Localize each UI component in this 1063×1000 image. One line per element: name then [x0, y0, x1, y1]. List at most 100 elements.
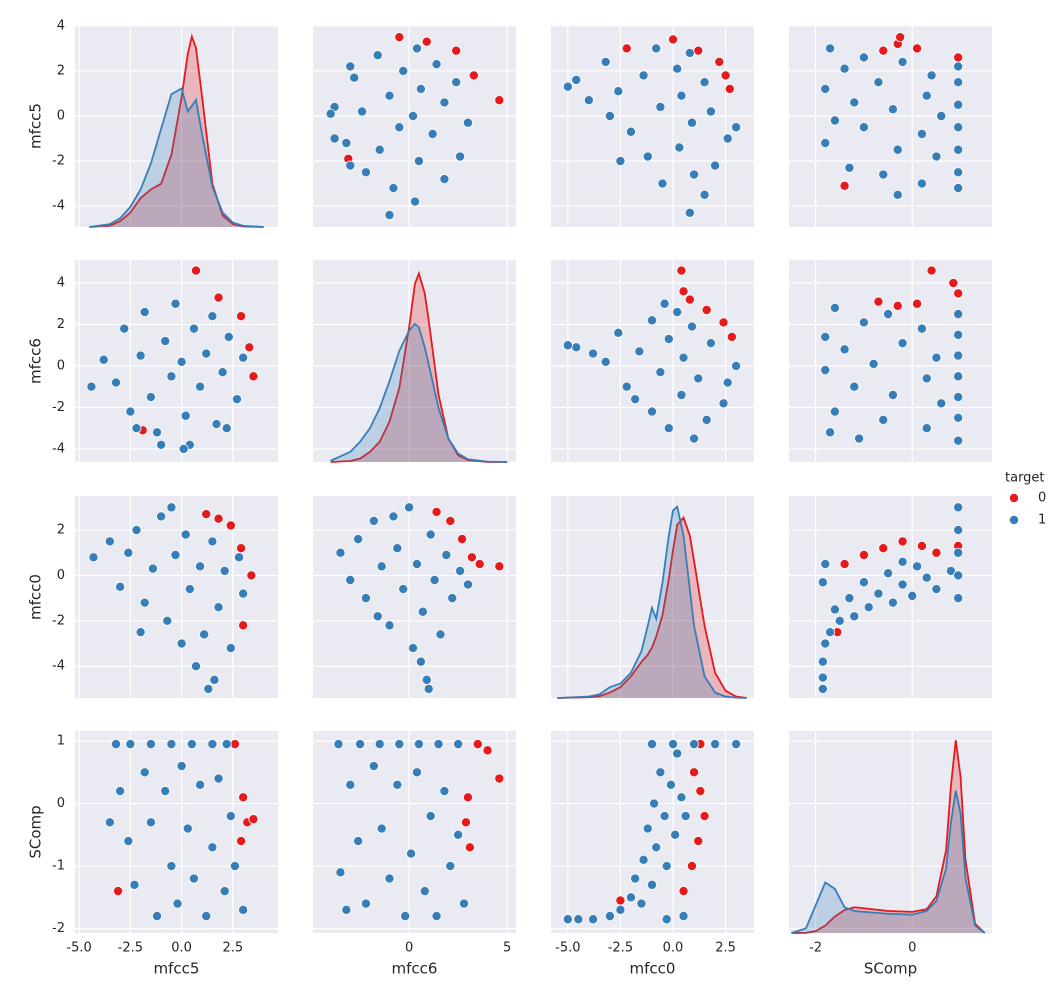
point: [427, 128, 438, 139]
y-tick-label: 0: [57, 796, 65, 811]
point: [213, 773, 224, 784]
point: [384, 210, 395, 221]
point: [178, 443, 189, 454]
point: [182, 823, 193, 834]
point: [705, 106, 716, 117]
y-tick-label: 0: [57, 358, 65, 373]
point: [170, 298, 181, 309]
point: [936, 110, 947, 121]
point: [207, 842, 218, 853]
point: [722, 133, 733, 144]
point: [360, 593, 371, 604]
point: [684, 294, 695, 305]
point: [663, 334, 674, 345]
point: [720, 70, 731, 81]
y-tick-label: 2: [57, 63, 65, 78]
point: [829, 115, 840, 126]
point: [931, 584, 942, 595]
point: [190, 661, 201, 672]
point: [868, 358, 879, 369]
point: [156, 439, 167, 450]
point: [710, 160, 721, 171]
point: [897, 56, 908, 67]
panel: [551, 260, 754, 462]
point: [129, 879, 140, 890]
point: [630, 873, 641, 884]
point: [445, 861, 456, 872]
point: [431, 506, 442, 517]
point: [562, 340, 573, 351]
point: [439, 174, 450, 185]
point: [849, 611, 860, 622]
point: [166, 502, 177, 513]
point: [916, 323, 927, 334]
point: [672, 748, 683, 759]
point: [953, 167, 964, 178]
point: [817, 683, 828, 694]
point: [238, 792, 249, 803]
point: [88, 552, 99, 563]
point: [236, 543, 247, 554]
point: [699, 811, 710, 822]
point: [636, 898, 647, 909]
y-tick-label: 4: [57, 276, 65, 291]
y-tick-label: -4: [52, 659, 65, 674]
point: [353, 836, 364, 847]
panel: [313, 731, 516, 933]
point: [693, 45, 704, 56]
point: [139, 767, 150, 778]
point: [646, 406, 657, 417]
point: [892, 300, 903, 311]
point: [630, 394, 641, 405]
point: [907, 590, 918, 601]
point: [207, 739, 218, 750]
point: [135, 627, 146, 638]
point: [678, 352, 689, 363]
point: [825, 427, 836, 438]
point: [223, 331, 234, 342]
point: [384, 620, 395, 631]
point: [111, 739, 122, 750]
point: [234, 552, 245, 563]
y-tick-label: -2: [52, 154, 65, 169]
y-tick-label: 2: [57, 317, 65, 332]
point: [406, 848, 417, 859]
y-tick-label: -1: [52, 859, 65, 874]
point: [897, 556, 908, 567]
point: [225, 520, 236, 531]
y-tick-label: -2: [52, 400, 65, 415]
point: [180, 410, 191, 421]
panel: [75, 260, 278, 462]
point: [447, 593, 458, 604]
point: [115, 786, 126, 797]
point: [201, 348, 212, 359]
point: [657, 178, 668, 189]
point: [873, 588, 884, 599]
point: [213, 513, 224, 524]
point: [413, 156, 424, 167]
point: [829, 406, 840, 417]
point: [714, 56, 725, 67]
point: [472, 739, 483, 750]
point: [125, 739, 136, 750]
point: [642, 151, 653, 162]
point: [863, 602, 874, 613]
point: [433, 739, 444, 750]
point: [441, 550, 452, 561]
kde-line: [791, 740, 986, 934]
legend-marker: [1009, 492, 1020, 503]
point: [858, 317, 869, 328]
point: [724, 83, 735, 94]
kde-line: [330, 322, 508, 463]
point: [349, 72, 360, 83]
point: [123, 836, 134, 847]
point: [634, 346, 645, 357]
point: [392, 543, 403, 554]
y-tick-label: -4: [52, 441, 65, 456]
kde-line: [89, 87, 264, 228]
point: [834, 615, 845, 626]
point: [231, 394, 242, 405]
point: [394, 739, 405, 750]
point: [123, 547, 134, 558]
point: [244, 342, 255, 353]
